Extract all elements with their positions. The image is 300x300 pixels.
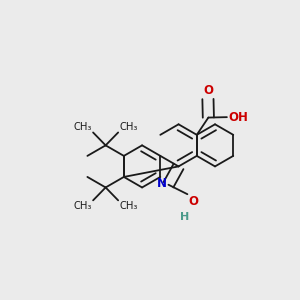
Text: O: O <box>203 84 213 97</box>
Text: H: H <box>180 212 189 222</box>
Text: OH: OH <box>229 111 249 124</box>
Text: O: O <box>188 195 198 208</box>
Text: N: N <box>157 177 166 190</box>
Text: CH₃: CH₃ <box>74 122 92 132</box>
Text: CH₃: CH₃ <box>119 122 138 132</box>
Text: CH₃: CH₃ <box>119 201 138 211</box>
Text: CH₃: CH₃ <box>74 201 92 211</box>
